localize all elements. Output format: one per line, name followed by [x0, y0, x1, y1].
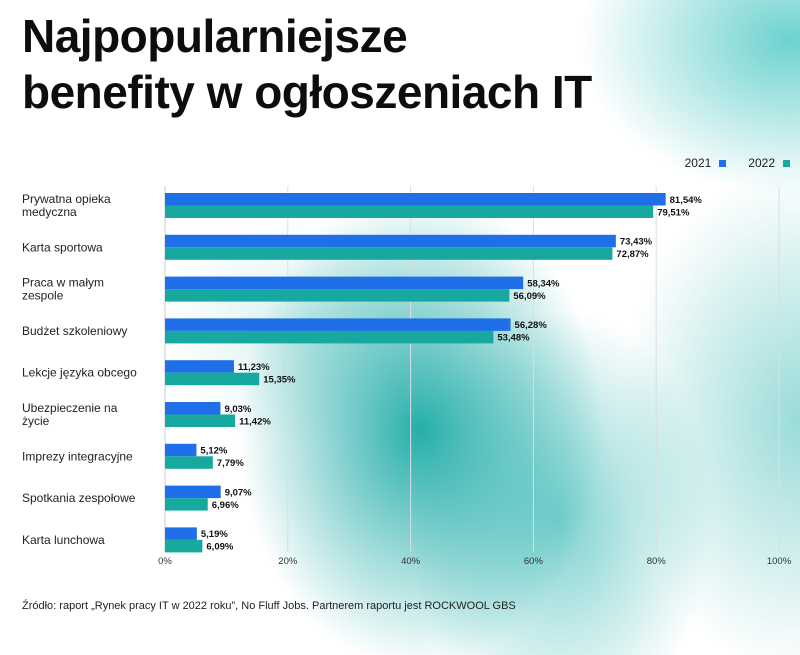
category-label-7: Spotkania zespołowe — [22, 491, 136, 505]
x-tick-label-5: 100% — [767, 556, 792, 567]
legend: 2021 2022 — [685, 156, 790, 170]
value-label-2022-0: 79,51% — [657, 207, 690, 218]
bar-2021-0 — [165, 193, 666, 206]
value-label-2021-5: 9,03% — [224, 404, 251, 415]
bar-chart: 0% 20% 40% 60% 80% 100% Prywatna opieka medyczn… — [22, 186, 792, 567]
title-line-1: Najpopularniejsze — [22, 10, 408, 62]
category-label-2: Praca w małym zespole — [22, 276, 104, 303]
value-label-2022-6: 7,79% — [217, 458, 244, 469]
value-label-2022-8: 6,09% — [206, 542, 233, 553]
value-label-2021-3: 56,28% — [515, 320, 548, 331]
value-label-2021-1: 73,43% — [620, 237, 653, 248]
bar-2022-7 — [165, 498, 208, 511]
value-label-2021-8: 5,19% — [201, 529, 228, 540]
bar-2022-4 — [165, 372, 260, 386]
bar-2022-1 — [165, 247, 613, 260]
bar-2021-2 — [165, 276, 524, 290]
x-tick-label-1: 20% — [278, 556, 298, 567]
bar-2022-0 — [165, 205, 654, 218]
value-label-2021-6: 5,12% — [200, 446, 227, 457]
bar-2021-1 — [165, 234, 616, 248]
x-tick-label-4: 80% — [647, 556, 667, 567]
bar-2021-8 — [165, 527, 197, 540]
bar-2022-5 — [165, 414, 236, 427]
value-label-2021-7: 9,07% — [225, 487, 252, 498]
value-label-2022-5: 11,42% — [239, 416, 271, 427]
category-label-0: Prywatna opieka medyczna — [22, 192, 111, 219]
bar-2022-2 — [165, 289, 510, 302]
value-label-2022-7: 6,96% — [212, 500, 239, 511]
legend-item-2021: 2021 — [685, 156, 727, 170]
category-label-4: Lekcje języka obcego — [22, 366, 137, 380]
chart-title: Najpopularniejsze benefity w ogłoszeniac… — [22, 8, 592, 120]
category-label-1: Karta sportowa — [22, 240, 103, 254]
value-label-2021-2: 58,34% — [527, 278, 560, 289]
bar-2021-6 — [165, 443, 197, 457]
value-label-2021-4: 11,23% — [238, 362, 270, 373]
x-tick-label-2: 40% — [401, 556, 421, 567]
x-tick-label-3: 60% — [524, 556, 544, 567]
bar-2021-4 — [165, 360, 234, 373]
value-label-2022-3: 53,48% — [497, 333, 530, 344]
x-tick-label-0: 0% — [158, 556, 172, 567]
source-note: Źródło: raport „Rynek pracy IT w 2022 ro… — [22, 600, 516, 612]
value-label-2022-4: 15,35% — [263, 374, 296, 385]
value-label-2022-1: 72,87% — [616, 249, 649, 260]
title-line-2: benefity w ogłoszeniach IT — [22, 66, 592, 118]
category-label-5: Ubezpieczenie na życie — [22, 401, 118, 428]
legend-item-2022: 2022 — [748, 156, 790, 170]
bar-2022-8 — [165, 539, 203, 553]
bar-2022-3 — [165, 330, 494, 344]
value-label-2021-0: 81,54% — [670, 195, 703, 206]
category-label-6: Imprezy integracyjne — [22, 449, 133, 463]
legend-swatch-2021 — [719, 159, 727, 167]
legend-swatch-2022 — [783, 159, 790, 167]
bar-2022-6 — [165, 456, 213, 469]
bar-2021-7 — [165, 485, 221, 499]
legend-label-2022: 2022 — [748, 156, 775, 170]
category-label-8: Karta lunchowa — [22, 533, 105, 547]
bar-2021-3 — [165, 318, 511, 331]
bar-2021-5 — [165, 402, 221, 415]
legend-label-2021: 2021 — [684, 156, 712, 170]
category-label-3: Budżet szkoleniowy — [22, 324, 127, 338]
value-label-2022-2: 56,09% — [513, 291, 546, 302]
